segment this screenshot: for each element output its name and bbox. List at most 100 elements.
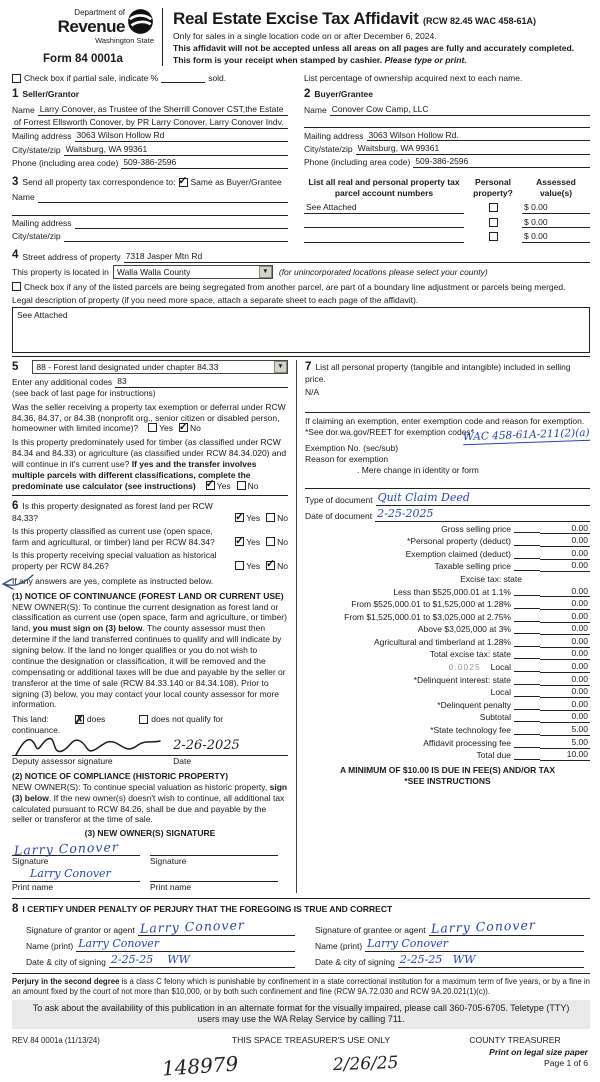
parcel-number-field[interactable] [304,233,464,244]
correspondence-citystatezip-field[interactable] [63,232,288,243]
owner-printname-field-2[interactable] [150,867,278,883]
owner-printname-field-1[interactable]: Larry Conover [12,867,140,883]
forest-yes-checkbox[interactable] [235,511,245,524]
additional-codes-field[interactable]: 83 [115,376,288,388]
tax-value-field[interactable]: 0.00 [540,711,590,724]
tax-value-field[interactable]: 0.00 [540,560,590,573]
tax-value-field[interactable]: 0.00 [540,636,590,648]
tax-value-field[interactable]: 0.00 [540,611,590,623]
forest-no-checkbox[interactable] [266,513,276,523]
tax-value-field[interactable]: 0.00 [540,699,590,711]
grantor-signature-field[interactable]: Larry Conover [137,917,295,936]
tax-row: From $1,525,000.01 to $3,025,000 at 2.75… [344,610,590,623]
deferral-yes-checkbox[interactable] [148,423,158,433]
street-address-field[interactable]: 7318 Jasper Mtn Rd [123,251,590,263]
type-of-document-field[interactable]: Quit Claim Deed [375,491,590,506]
grantor-printname-field[interactable]: Larry Conover [76,937,295,952]
tax-value-field[interactable]: 5.00 [540,737,590,749]
personal-property-checkbox-1[interactable] [488,202,498,212]
certify-statement: I CERTIFY UNDER PENALTY OF PERJURY THAT … [22,903,393,914]
grantee-signature-field[interactable]: Larry Conover [428,917,584,936]
county-dropdown-arrow-icon[interactable]: ▼ [258,266,272,278]
grantor-datecity-field[interactable]: 2-25-25 WW [108,953,295,968]
predominate-use-question: Is this property predominately used for … [12,437,288,491]
tax-value-field[interactable]: 0.00 [540,686,590,699]
assessed-value-field-3[interactable]: $ 0.00 [522,231,590,244]
historical-yes-checkbox[interactable] [235,560,245,570]
tax-value-field[interactable]: 0.00 [540,548,590,560]
land-does-not-qualify-checkbox[interactable] [139,715,149,725]
tax-value-field[interactable]: 0.00 [540,648,590,661]
land-does-qualify-checkbox[interactable] [74,713,84,727]
tax-value-field[interactable]: 5.00 [540,724,590,736]
historical-no-checkbox[interactable] [266,558,276,572]
tax-value-field[interactable]: 0.00 [540,523,590,535]
segregated-checkbox[interactable] [12,282,21,291]
county-select[interactable]: Walla Walla County ▼ [112,265,273,279]
currentuse-no-checkbox[interactable] [266,537,276,547]
tax-value-field[interactable]: 0.00 [540,586,590,598]
assessed-value-field-1[interactable]: $ 0.00 [522,202,590,214]
deputy-assessor-signature [15,737,161,756]
buyer-mailing-field[interactable]: 3063 Wilson Hollow Rd. [366,130,590,142]
tax-row: From $525,000.01 to $1,525,000 at 1.28% 0… [351,598,590,610]
correspondence-mailing-field[interactable] [74,219,288,229]
predominate-yes-checkbox[interactable] [205,478,215,492]
buyer-name-field-2[interactable] [304,118,590,129]
tax-row: *Personal property (deduct) 0.00 [407,535,590,547]
correspondence-name-field[interactable] [37,193,288,203]
margin-arrow-annotation [1,574,34,590]
assessor-date-field[interactable]: 2-26-2025 [167,738,288,757]
grantee-printname-field[interactable]: Larry Conover [365,937,584,952]
located-in-label: This property is located in [12,266,109,277]
owner-signature-field-1[interactable]: Larry Conover [12,839,140,858]
buyer-name-field[interactable]: Conover Cow Camp, LLC [329,104,590,116]
ownership-note: List percentage of ownership acquired ne… [304,72,523,83]
currentuse-yes-checkbox[interactable] [235,535,245,548]
tax-value-field[interactable]: 10.00 [540,749,590,762]
tax-row: Local 0.00 [490,686,590,699]
segregated-label: Check box if any of the listed parcels a… [24,282,566,292]
tax-value-field[interactable]: 0.00 [540,674,590,686]
parcel-number-field[interactable] [304,218,464,229]
section-1-seller: 1 Seller/Grantor Name Larry Conover, as Tr… [12,87,296,169]
deputy-assessor-signature-field[interactable] [12,732,168,757]
seller-phone-field[interactable]: 509-386-2596 [121,157,288,169]
partial-sale-checkbox[interactable] [12,74,21,84]
deferral-no-checkbox[interactable] [179,421,189,434]
tax-value-field[interactable]: 0.00 [540,598,590,610]
predominate-no-checkbox[interactable] [236,480,246,490]
owner-signature-field-2[interactable] [150,841,278,857]
legal-description-field[interactable]: See Attached [12,306,590,353]
correspondence-name-field-2[interactable] [12,206,288,216]
seller-citystatezip-field[interactable]: Waitsburg, WA 99361 [63,144,288,156]
personal-property-checkbox-2[interactable] [488,217,498,227]
grantee-datecity-field[interactable]: 2-25-25 WW [397,953,584,968]
land-use-code-select[interactable]: 88 - Forest land designated under chapte… [32,360,288,375]
personal-property-value[interactable]: N/A [305,387,320,398]
notice-compliance-text: NEW OWNER(S): To continue special valuat… [12,781,288,825]
tax-row: Exemption claimed (deduct) 0.00 [405,547,590,560]
tax-value-field[interactable]: 0.00 [540,535,590,547]
tax-value-field[interactable]: 0.00 [540,623,590,636]
seller-title: Seller/Grantor [22,89,80,100]
date-of-document-field[interactable]: 2-25-2025 [375,507,590,522]
seller-name-field[interactable]: Larry Conover, as Trustee of the Sherril… [37,104,288,116]
seller-name-field-2[interactable]: of Forrest Ellsworth Conover, by PR Larr… [12,117,288,129]
tax-row: Excise tax: state [460,573,522,584]
parcels-table: List all real and personal property tax … [296,175,590,244]
correspondence-label: Send all property tax correspondence to: [22,176,176,187]
tax-value-field[interactable]: 0.00 [540,661,590,673]
use-code-dropdown-arrow-icon[interactable]: ▼ [274,361,287,374]
reason-for-exemption-value[interactable]: . Mere change in identity or form [357,465,479,476]
assessed-value-field-2[interactable]: $ 0.00 [522,217,590,229]
parcel-number-field[interactable]: See Attached [304,202,464,214]
partial-sale-percent-field[interactable] [161,82,206,84]
buyer-phone-field[interactable]: 509-386-2596 [413,156,590,169]
buyer-citystatezip-field[interactable]: Waitsburg, WA 99361 [355,143,590,155]
same-as-buyer-checkbox[interactable] [178,175,188,189]
personal-property-checkbox-3[interactable] [488,232,498,242]
seller-mailing-field[interactable]: 3063 Wilson Hollow Rd [74,131,288,143]
